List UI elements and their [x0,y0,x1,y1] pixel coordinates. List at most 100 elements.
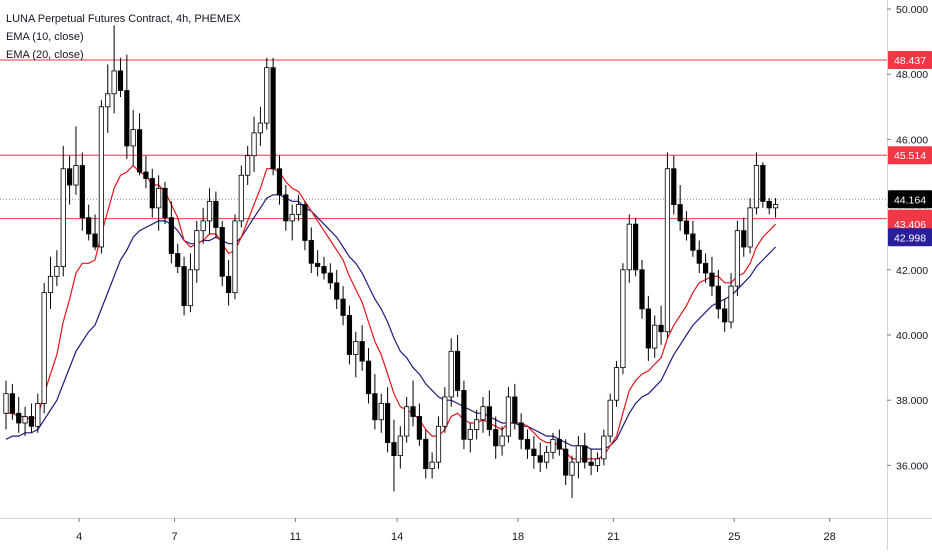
candle-body-down [315,262,321,267]
candle [315,250,321,277]
candle [677,185,683,231]
candle-body-up [194,230,200,271]
candle [194,220,200,283]
candle [251,116,257,172]
candle-body-down [454,350,461,391]
candle [626,214,632,283]
candle [766,198,772,215]
candle-body-down [340,298,346,316]
candle-body-down [92,233,98,248]
candle [264,57,270,130]
candle-body-down [67,168,73,186]
candle [9,383,15,420]
price-label-text: 45.514 [894,150,926,162]
x-tick-label: 28 [823,531,835,543]
candle [709,256,715,296]
candle [531,436,537,469]
price-axis-label: 48.437 [888,50,932,69]
candle-body-down [16,412,22,424]
candle-body-up [257,122,264,134]
candle [346,305,353,365]
candle [728,273,734,329]
chart-legend: LUNA Perpetual Futures Contract, 4h, PHE… [6,10,241,64]
candle-body-up [264,67,270,124]
candle-body-down [391,442,397,457]
candle-body-down [149,178,155,209]
candle [652,315,658,358]
price-label-box [888,50,932,69]
candle [537,442,543,472]
candle [493,416,499,459]
candle [690,220,696,257]
candle [334,269,340,309]
price-axis-label: 42.998 [888,228,932,247]
plot-area [0,0,887,518]
candle-body-up [41,292,47,404]
candle-body-up [251,132,257,157]
candle [569,455,575,498]
candle-body-down [136,129,143,173]
candle-body-up [22,416,28,424]
candle [741,217,747,257]
candle-body-up [467,429,473,440]
ema10-line [6,164,777,460]
candle [181,256,187,316]
x-tick-label: 11 [290,531,301,543]
candle-body-down [79,165,85,219]
x-tick-label: 14 [391,531,403,543]
candle [499,426,505,456]
candle [696,240,702,274]
candle [594,452,601,472]
candle [47,256,54,309]
candle [423,429,429,479]
candle [187,253,194,313]
price-axis-label: 45.514 [888,146,932,165]
candle-body-down [410,406,416,417]
candle-body-down [722,308,728,323]
candle [760,162,766,208]
candle [486,390,492,437]
candle-body-down [384,403,391,443]
candle [734,220,741,296]
candle-body-down [346,315,353,355]
candle-body-down [461,390,467,440]
candle-body-down [168,217,174,254]
candle [588,449,594,476]
candle-body-up [130,129,136,147]
candle-body-up [569,461,575,476]
candle [575,436,582,479]
candle [416,403,423,446]
candle [435,416,442,469]
candle-body-down [270,67,276,170]
ema20-line [5,194,777,450]
candle-body-up [575,445,582,463]
candle-body-up [232,220,238,294]
candle-body-up [54,266,60,277]
candle-body-down [588,461,594,466]
y-tick-label: 36.000 [896,460,928,472]
candle [397,426,403,469]
candle-body-up [105,93,111,108]
price-label-text: 43.406 [894,219,926,231]
candle-body-up [35,403,41,427]
candle [747,198,753,254]
candle [283,185,289,231]
y-tick-label: 46.000 [896,134,928,146]
candle [563,439,569,485]
candle-body-down [28,416,35,427]
candle [168,201,174,264]
candle-body-up [238,174,244,222]
candle [98,100,104,254]
candle [219,220,225,287]
candle [22,406,28,437]
candle [28,403,35,433]
candle [143,155,149,189]
candle-body-down [741,230,747,248]
candle-body-up [378,403,384,421]
candle-body-down [493,429,499,447]
candle-body-down [703,262,709,274]
candle-body-down [308,240,314,264]
candle [124,54,130,159]
